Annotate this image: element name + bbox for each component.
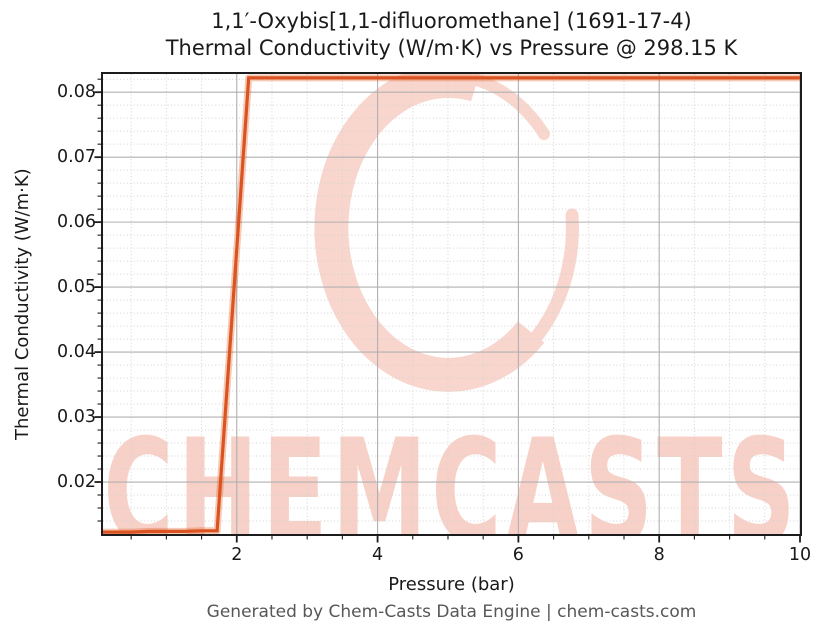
y-axis-label: Thermal Conductivity (W/m·K)	[12, 168, 33, 440]
y-tick-label: 0.03	[57, 407, 96, 428]
y-tick-label: 0.04	[57, 342, 96, 363]
y-tick-label: 0.05	[57, 277, 96, 298]
y-tick-label: 0.02	[57, 472, 96, 493]
plot-area: CHEMCASTS	[103, 74, 800, 534]
x-tick-label: 10	[788, 545, 812, 565]
plot-canvas	[103, 74, 800, 534]
chart-title: 1,1′-Oxybis[1,1-difluoromethane] (1691-1…	[103, 8, 800, 61]
x-tick-label: 2	[231, 545, 243, 565]
data-line-halo	[103, 74, 800, 534]
y-tick-label: 0.08	[57, 82, 96, 103]
footer-caption: Generated by Chem-Casts Data Engine | ch…	[206, 602, 697, 622]
x-axis-label: Pressure (bar)	[388, 574, 515, 595]
x-tick-label: 4	[371, 545, 384, 565]
y-tick-label: 0.06	[57, 212, 96, 233]
chart-title-line2: Thermal Conductivity (W/m·K) vs Pressure…	[165, 35, 738, 60]
chart-title-line1: 1,1′-Oxybis[1,1-difluoromethane] (1691-1…	[211, 9, 692, 33]
x-tick-label: 8	[653, 545, 665, 565]
x-tick-label: 6	[512, 545, 524, 565]
data-line	[103, 76, 800, 534]
y-tick-label: 0.07	[57, 147, 96, 168]
